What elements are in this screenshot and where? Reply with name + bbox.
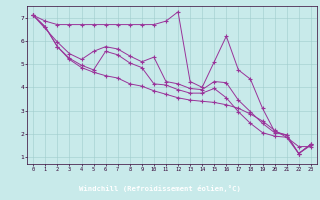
Text: Windchill (Refroidissement éolien,°C): Windchill (Refroidissement éolien,°C) [79, 185, 241, 192]
